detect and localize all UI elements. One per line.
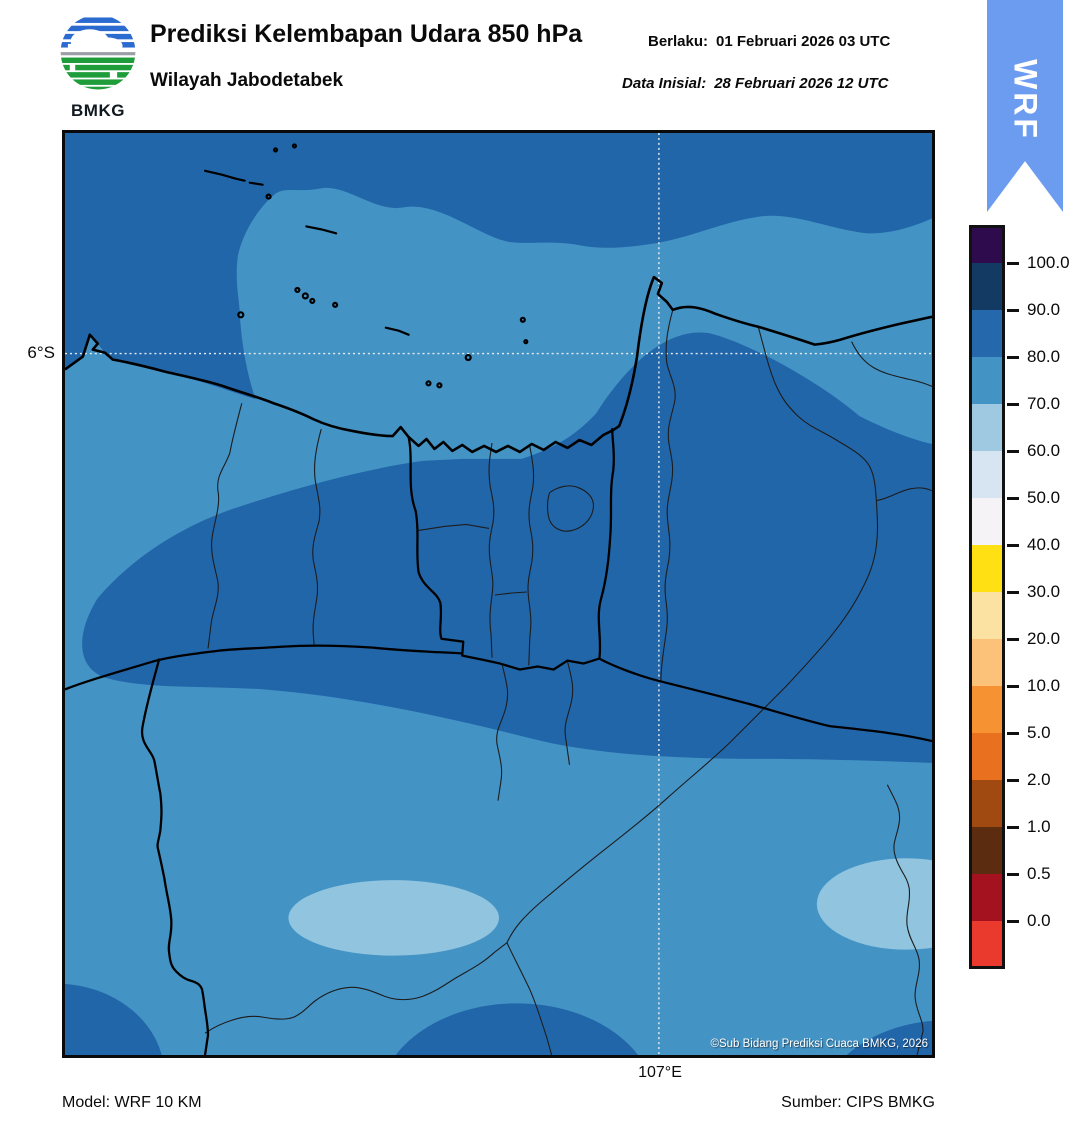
colorbar-tick bbox=[1007, 684, 1019, 688]
colorbar-tick-label: 90.0 bbox=[1027, 300, 1061, 319]
footer-source: Sumber: CIPS BMKG bbox=[781, 1094, 935, 1111]
colorbar-tick-label: 50.0 bbox=[1027, 488, 1061, 507]
contour-rh-80-90-sea bbox=[65, 133, 932, 400]
contour-rh-80-90-south bbox=[395, 1003, 639, 1055]
colorbar-segment bbox=[972, 451, 1002, 498]
page-title: Prediksi Kelembapan Udara 850 hPa bbox=[150, 20, 583, 48]
border-dki-jakarta bbox=[407, 428, 616, 671]
contour-rh-60-70-west bbox=[288, 880, 499, 956]
map-svg bbox=[65, 133, 932, 1055]
colorbar-tick-label: 100.0 bbox=[1027, 253, 1070, 272]
contour-rh-80-90-se bbox=[846, 1020, 932, 1055]
colorbar-tick-label: 80.0 bbox=[1027, 347, 1061, 366]
province-borders bbox=[65, 428, 932, 1055]
colorbar-segment bbox=[972, 639, 1002, 686]
colorbar-segment bbox=[972, 921, 1002, 966]
colorbar-segment bbox=[972, 357, 1002, 404]
valid-time-value: 01 Februari 2026 03 UTC bbox=[716, 33, 891, 50]
page-subtitle: Wilayah Jabodetabek bbox=[150, 70, 344, 91]
colorbar-segment bbox=[972, 827, 1002, 874]
border-west-horizontal bbox=[65, 644, 464, 691]
colorbar-tick-label: 20.0 bbox=[1027, 629, 1061, 648]
islands bbox=[203, 143, 529, 389]
colorbar-segment bbox=[972, 545, 1002, 592]
map-copyright: ©Sub Bidang Prediksi Cuaca BMKG, 2026 bbox=[710, 1038, 928, 1050]
colorbar-segment bbox=[972, 404, 1002, 451]
contour-rh-80-90-sw bbox=[65, 983, 162, 1055]
colorbar-tick bbox=[1007, 825, 1019, 829]
initial-time-value: 28 Februari 2026 12 UTC bbox=[714, 75, 889, 92]
colorbar-segment bbox=[972, 263, 1002, 310]
coastline bbox=[65, 275, 932, 454]
valid-time-label: Berlaku: bbox=[648, 33, 709, 50]
colorbar-tick-label: 40.0 bbox=[1027, 535, 1061, 554]
bmkg-logo: BMKG bbox=[50, 12, 146, 121]
contour-rh-80-90-land bbox=[82, 332, 932, 763]
colorbar-tick-label: 5.0 bbox=[1027, 723, 1051, 742]
colorbar-tick bbox=[1007, 308, 1019, 312]
colorbar-tick-label: 0.0 bbox=[1027, 911, 1051, 930]
colorbar-tick-label: 1.0 bbox=[1027, 817, 1051, 836]
colorbar-tick bbox=[1007, 261, 1019, 265]
border-southeast bbox=[598, 657, 932, 743]
y-axis-label: 6°S bbox=[27, 343, 55, 362]
colorbar-tick bbox=[1007, 496, 1019, 500]
wrf-ribbon: WRF bbox=[987, 0, 1063, 212]
colorbar-segment bbox=[972, 310, 1002, 357]
colorbar-tick-label: 30.0 bbox=[1027, 582, 1061, 601]
footer-model: Model: WRF 10 KM bbox=[62, 1094, 202, 1111]
bmkg-logo-label: BMKG bbox=[71, 101, 125, 120]
initial-time-label: Data Inisial: bbox=[622, 75, 707, 92]
bmkg-logo-icon bbox=[60, 14, 136, 90]
colorbar-tick bbox=[1007, 778, 1019, 782]
colorbar-segment bbox=[972, 780, 1002, 827]
colorbar-tick-label: 60.0 bbox=[1027, 441, 1061, 460]
map-panel: ©Sub Bidang Prediksi Cuaca BMKG, 2026 bbox=[62, 130, 935, 1058]
colorbar-tick bbox=[1007, 919, 1019, 923]
colorbar-tick-label: 70.0 bbox=[1027, 394, 1061, 413]
colorbar-tick bbox=[1007, 402, 1019, 406]
colorbar-segment bbox=[972, 686, 1002, 733]
colorbar-tick bbox=[1007, 637, 1019, 641]
colorbar-tick-label: 2.0 bbox=[1027, 770, 1051, 789]
colorbar-tick bbox=[1007, 731, 1019, 735]
colorbar-cells bbox=[969, 225, 1005, 969]
initial-time: Data Inisial: 28 Februari 2026 12 UTC bbox=[622, 75, 888, 92]
border-banten-vertical bbox=[140, 658, 210, 1055]
colorbar-tick-label: 0.5 bbox=[1027, 864, 1051, 883]
colorbar-segment bbox=[972, 228, 1002, 263]
colorbar-segment bbox=[972, 874, 1002, 921]
x-axis-label: 107°E bbox=[638, 1064, 682, 1081]
contour-rh-60-70-east bbox=[816, 858, 932, 950]
wrf-ribbon-label: WRF bbox=[1007, 59, 1044, 141]
colorbar: 100.0 90.0 80.0 70.0 60.0 50.0 40.0 30.0 20.0 10.… bbox=[969, 225, 1081, 969]
colorbar-tick bbox=[1007, 590, 1019, 594]
colorbar-tick bbox=[1007, 543, 1019, 547]
colorbar-segment bbox=[972, 733, 1002, 780]
colorbar-segment bbox=[972, 498, 1002, 545]
colorbar-tick bbox=[1007, 355, 1019, 359]
colorbar-tick bbox=[1007, 872, 1019, 876]
colorbar-tick-label: 10.0 bbox=[1027, 676, 1061, 695]
valid-time: Berlaku: 01 Februari 2026 03 UTC bbox=[648, 33, 890, 50]
colorbar-tick bbox=[1007, 449, 1019, 453]
district-borders bbox=[204, 309, 932, 1055]
colorbar-segment bbox=[972, 592, 1002, 639]
